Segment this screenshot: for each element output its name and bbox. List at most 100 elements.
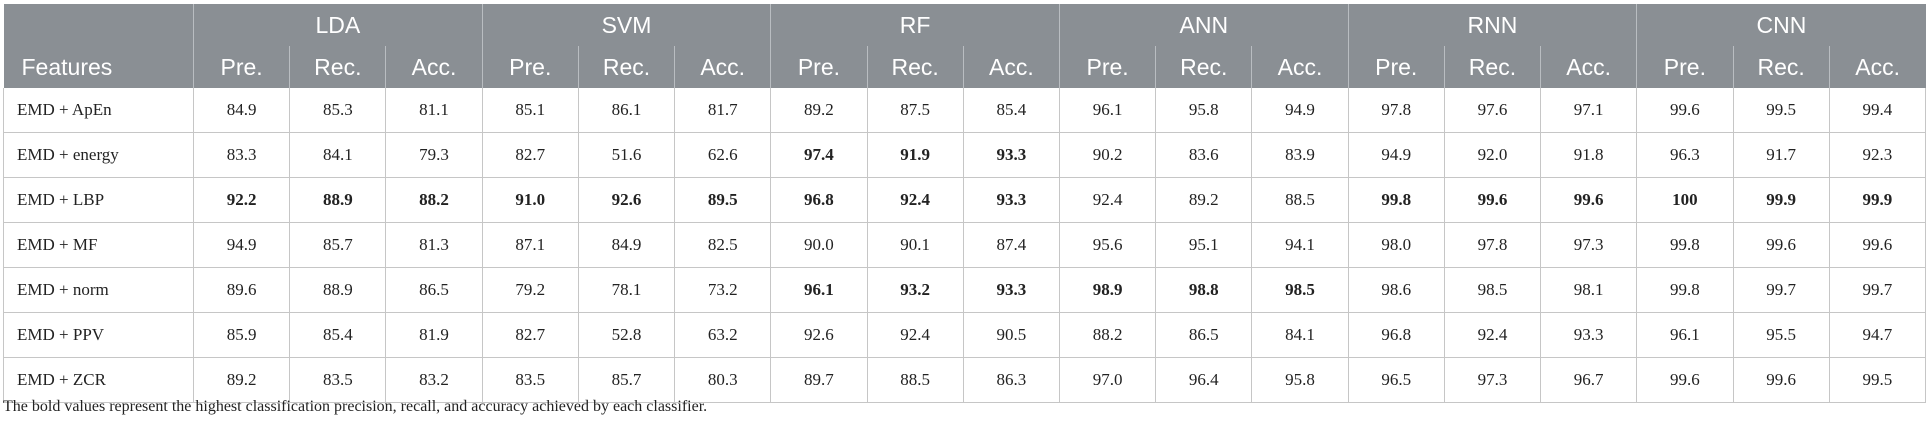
blank-header-cell (3, 4, 194, 46)
value-cell: 81.7 (674, 88, 771, 133)
value-cell: 90.5 (962, 312, 1060, 358)
value-cell: 94.9 (192, 222, 290, 268)
classifier-header-cnn: CNN (1636, 4, 1926, 46)
metric-header-rf-rec: Rec. (866, 46, 964, 88)
value-cell: 82.5 (674, 222, 771, 268)
value-cell: 98.6 (1347, 267, 1445, 313)
feature-cell: EMD + norm (3, 267, 194, 313)
value-cell: 73.2 (674, 267, 771, 313)
metric-header-ann-acc: Acc. (1251, 46, 1349, 88)
value-cell: 95.1 (1155, 222, 1252, 268)
value-cell: 97.6 (1443, 88, 1541, 133)
value-cell: 87.4 (962, 222, 1060, 268)
metric-header-svm-pre: Pre. (481, 46, 579, 88)
value-cell: 92.4 (1058, 177, 1156, 223)
value-cell: 95.5 (1732, 312, 1830, 358)
value-cell: 98.5 (1443, 267, 1541, 313)
value-cell: 96.1 (1058, 88, 1156, 133)
value-cell: 52.8 (577, 312, 675, 358)
value-cell: 93.3 (962, 177, 1060, 223)
value-cell: 98.0 (1347, 222, 1445, 268)
value-cell: 96.5 (1347, 357, 1445, 403)
value-cell: 95.6 (1058, 222, 1156, 268)
value-cell: 99.6 (1443, 177, 1541, 223)
value-cell: 97.0 (1058, 357, 1156, 403)
value-cell: 97.4 (770, 132, 868, 178)
value-cell: 86.1 (577, 88, 675, 133)
value-cell: 79.2 (481, 267, 579, 313)
table-row: EMD + PPV 85.9 85.4 81.9 82.7 52.8 63.2 92.6 92.… (3, 312, 1927, 358)
value-cell: 99.8 (1636, 267, 1733, 313)
value-cell: 88.2 (1058, 312, 1156, 358)
metric-header-ann-rec: Rec. (1155, 46, 1252, 88)
value-cell: 92.4 (866, 177, 964, 223)
value-cell: 96.8 (1347, 312, 1445, 358)
value-cell: 85.1 (481, 88, 579, 133)
table-row: EMD + ZCR 89.2 83.5 83.2 83.5 85.7 80.3 89.7 88.… (3, 357, 1927, 403)
value-cell: 84.9 (192, 88, 290, 133)
metric-header-rf-pre: Pre. (770, 46, 868, 88)
metric-header-cnn-pre: Pre. (1636, 46, 1733, 88)
table-row: EMD + norm 89.6 88.9 86.5 79.2 78.1 73.2 96.1 93… (3, 267, 1927, 313)
feature-cell: EMD + energy (3, 132, 194, 178)
value-cell: 86.3 (962, 357, 1060, 403)
value-cell: 97.3 (1443, 357, 1541, 403)
table-row: EMD + MF 94.9 85.7 81.3 87.1 84.9 82.5 90.0 90.1… (3, 222, 1927, 268)
value-cell: 89.5 (674, 177, 771, 223)
value-cell: 99.6 (1828, 222, 1927, 268)
value-cell: 99.5 (1732, 88, 1830, 133)
value-cell: 97.8 (1347, 88, 1445, 133)
value-cell: 94.1 (1251, 222, 1349, 268)
value-cell: 88.2 (385, 177, 483, 223)
value-cell: 89.2 (1155, 177, 1252, 223)
value-cell: 91.9 (866, 132, 964, 178)
value-cell: 85.7 (577, 357, 675, 403)
value-cell: 91.8 (1540, 132, 1637, 178)
value-cell: 84.1 (1251, 312, 1349, 358)
value-cell: 100 (1636, 177, 1733, 223)
value-cell: 81.1 (385, 88, 483, 133)
classifier-header-lda: LDA (193, 4, 483, 46)
value-cell: 83.5 (289, 357, 386, 403)
feature-cell: EMD + PPV (3, 312, 194, 358)
metric-header-svm-rec: Rec. (577, 46, 675, 88)
value-cell: 87.5 (866, 88, 964, 133)
value-cell: 83.9 (1251, 132, 1349, 178)
value-cell: 92.6 (770, 312, 868, 358)
value-cell: 89.7 (770, 357, 868, 403)
value-cell: 94.9 (1251, 88, 1349, 133)
value-cell: 83.2 (385, 357, 483, 403)
value-cell: 79.3 (385, 132, 483, 178)
value-cell: 90.2 (1058, 132, 1156, 178)
value-cell: 96.4 (1155, 357, 1252, 403)
value-cell: 98.5 (1251, 267, 1349, 313)
value-cell: 85.4 (962, 88, 1060, 133)
value-cell: 63.2 (674, 312, 771, 358)
value-cell: 92.4 (1443, 312, 1541, 358)
feature-cell: EMD + ZCR (3, 357, 194, 403)
value-cell: 93.3 (1540, 312, 1637, 358)
value-cell: 85.3 (289, 88, 386, 133)
classifier-header-ann: ANN (1058, 4, 1349, 46)
table-row: EMD + ApEn 84.9 85.3 81.1 85.1 86.1 81.7 89.2 87… (3, 88, 1927, 133)
metric-header-lda-acc: Acc. (385, 46, 483, 88)
value-cell: 99.6 (1636, 88, 1733, 133)
value-cell: 95.8 (1251, 357, 1349, 403)
value-cell: 85.4 (289, 312, 386, 358)
value-cell: 97.8 (1443, 222, 1541, 268)
metric-header-rnn-rec: Rec. (1443, 46, 1541, 88)
value-cell: 80.3 (674, 357, 771, 403)
classifier-header-rnn: RNN (1347, 4, 1637, 46)
value-cell: 99.4 (1828, 88, 1927, 133)
value-cell: 93.2 (866, 267, 964, 313)
value-cell: 87.1 (481, 222, 579, 268)
value-cell: 81.3 (385, 222, 483, 268)
features-header: Features (3, 46, 194, 88)
value-cell: 78.1 (577, 267, 675, 313)
metric-header-cnn-acc: Acc. (1828, 46, 1926, 88)
table-body: EMD + ApEn 84.9 85.3 81.1 85.1 86.1 81.7 89.2 87… (3, 88, 1927, 403)
value-cell: 92.0 (1443, 132, 1541, 178)
value-cell: 99.8 (1636, 222, 1733, 268)
value-cell: 85.7 (289, 222, 386, 268)
value-cell: 96.3 (1636, 132, 1733, 178)
